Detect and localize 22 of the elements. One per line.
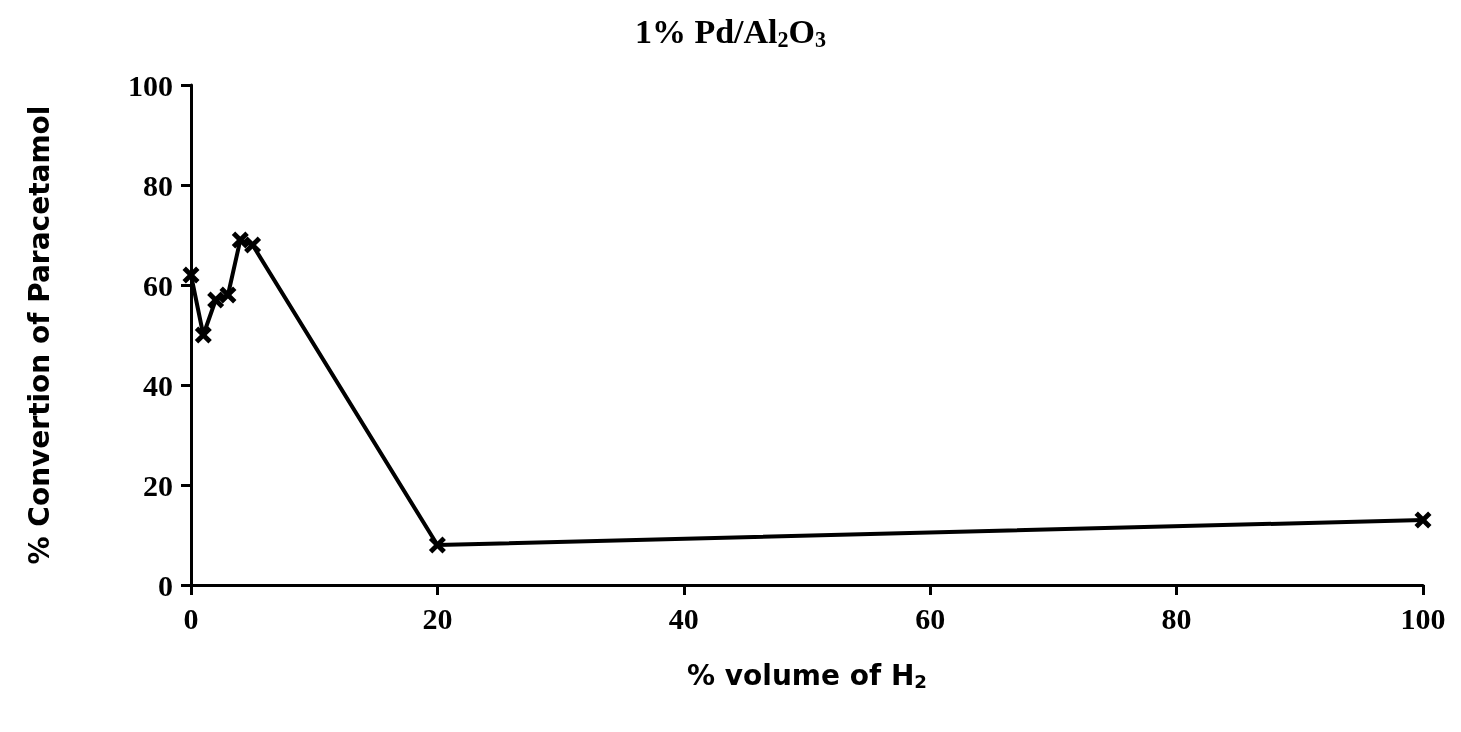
y-tick-label: 20 <box>143 468 173 502</box>
x-tick-label: 40 <box>668 601 699 635</box>
point <box>428 536 446 554</box>
y-tick-label: 40 <box>143 368 173 402</box>
point <box>1414 511 1432 529</box>
x-axis-title: % volume of H2 <box>687 658 927 693</box>
point <box>244 236 262 254</box>
point <box>219 286 237 304</box>
y-tick-label: 0 <box>158 568 173 602</box>
y-tick-label: 100 <box>128 68 173 102</box>
point <box>207 291 225 309</box>
point <box>182 266 200 284</box>
x-tick-label: 60 <box>915 601 946 635</box>
x-tick-label: 0 <box>183 601 199 635</box>
point <box>194 326 212 344</box>
y-axis-title: % Convertion of Paracetamol <box>22 105 56 565</box>
point <box>231 231 249 249</box>
x-tick-label: 80 <box>1161 601 1192 635</box>
y-tick-label: 80 <box>143 168 173 202</box>
x-tick-label: 20 <box>422 601 453 635</box>
y-tick-label: 60 <box>143 268 173 302</box>
x-tick-label: 100 <box>1400 601 1446 635</box>
